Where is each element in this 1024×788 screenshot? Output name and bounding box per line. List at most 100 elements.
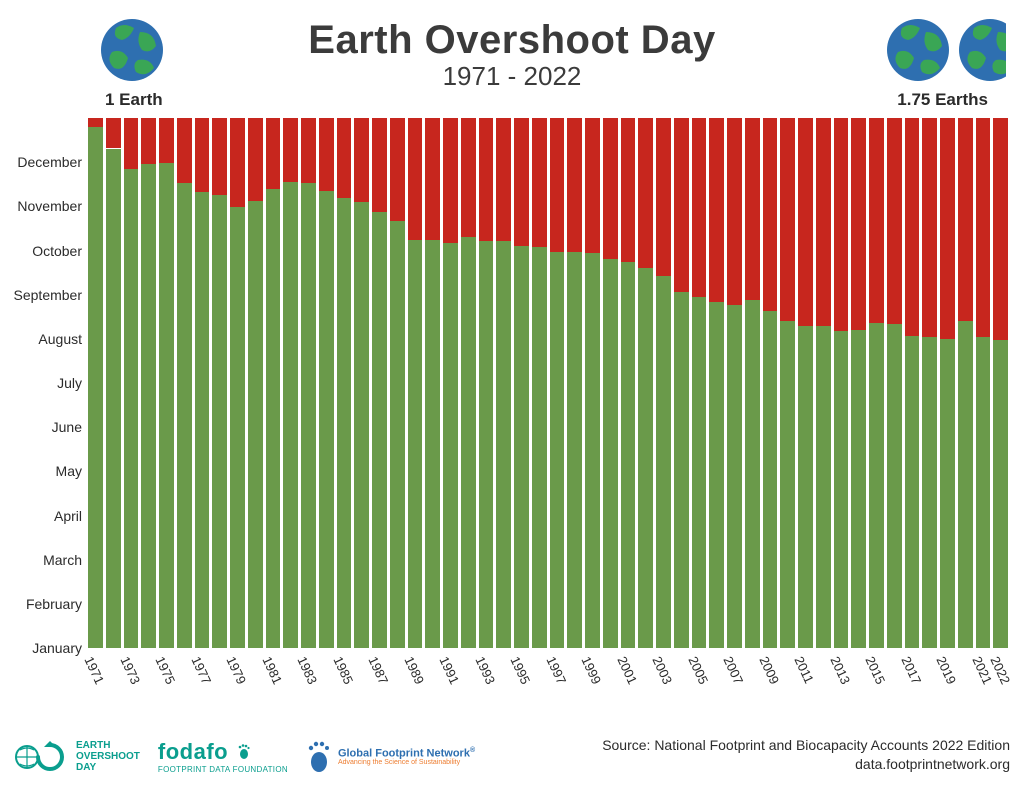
bar <box>319 118 334 648</box>
x-tick: 2003 <box>656 648 671 704</box>
bar <box>869 118 884 648</box>
bar-green-segment <box>585 253 600 648</box>
bar-green-segment <box>479 241 494 648</box>
x-tick: 1993 <box>479 648 494 704</box>
bar <box>567 118 582 648</box>
bar-green-segment <box>763 311 778 648</box>
eod-logo-text: EARTH OVERSHOOT DAY <box>76 740 140 773</box>
bar <box>461 118 476 648</box>
bar <box>976 118 991 648</box>
x-tick: 1973 <box>124 648 139 704</box>
x-tick-label: 1993 <box>472 654 498 687</box>
x-tick-label: 2003 <box>650 654 676 687</box>
x-tick: 1971 <box>88 648 103 704</box>
bar-green-segment <box>603 259 618 648</box>
x-tick-label: 1987 <box>366 654 392 687</box>
x-tick-label: 1983 <box>295 654 321 687</box>
bar <box>993 118 1008 648</box>
bar-red-segment <box>301 118 316 183</box>
bar-red-segment <box>798 118 813 326</box>
bar <box>692 118 707 648</box>
bar-red-segment <box>479 118 494 241</box>
bar-red-segment <box>674 118 689 292</box>
x-tick <box>212 648 227 704</box>
gfn-text: Global Footprint Network® Advancing the … <box>338 747 475 767</box>
bar-green-segment <box>461 237 476 648</box>
logo-earth-overshoot-day: EARTH OVERSHOOT DAY <box>14 740 140 774</box>
x-tick: 2019 <box>940 648 955 704</box>
bar-red-segment <box>585 118 600 253</box>
bar <box>301 118 316 648</box>
bar-green-segment <box>266 189 281 648</box>
x-tick: 2001 <box>621 648 636 704</box>
bar-red-segment <box>195 118 210 192</box>
bar <box>443 118 458 648</box>
bar-red-segment <box>603 118 618 259</box>
x-tick-label: 2009 <box>756 654 782 687</box>
earth-icon-left <box>100 18 164 87</box>
bar <box>656 118 671 648</box>
bar-red-segment <box>869 118 884 323</box>
bar <box>124 118 139 648</box>
bar-red-segment <box>124 118 139 169</box>
bar-green-segment <box>141 164 156 648</box>
bar-green-segment <box>408 240 423 648</box>
fodafo-foot-icon <box>235 743 253 761</box>
x-tick-label: 2013 <box>827 654 853 687</box>
bar-green-segment <box>425 240 440 648</box>
bar-red-segment <box>141 118 156 164</box>
bar-green-segment <box>283 182 298 648</box>
bar <box>248 118 263 648</box>
x-tick <box>958 648 973 704</box>
eod-line3: DAY <box>76 762 140 773</box>
bar-red-segment <box>337 118 352 198</box>
x-tick: 1991 <box>443 648 458 704</box>
bar-red-segment <box>266 118 281 189</box>
bar <box>354 118 369 648</box>
x-tick <box>709 648 724 704</box>
bar-red-segment <box>88 118 103 127</box>
bar <box>638 118 653 648</box>
x-tick <box>354 648 369 704</box>
bar-green-segment <box>159 163 174 648</box>
x-tick <box>390 648 405 704</box>
x-tick: 1995 <box>514 648 529 704</box>
x-tick: 1975 <box>159 648 174 704</box>
bar <box>177 118 192 648</box>
x-tick <box>851 648 866 704</box>
bar-red-segment <box>390 118 405 221</box>
x-tick <box>532 648 547 704</box>
bar-green-segment <box>230 207 245 648</box>
x-tick-label: 1995 <box>508 654 534 687</box>
logo-group: EARTH OVERSHOOT DAY fodafo FOOTPRINT DAT… <box>14 739 475 774</box>
bar <box>745 118 760 648</box>
x-tick-label: 1977 <box>188 654 214 687</box>
bar-red-segment <box>408 118 423 240</box>
x-tick: 1985 <box>337 648 352 704</box>
bar <box>514 118 529 648</box>
bar-green-segment <box>727 305 742 648</box>
bar-red-segment <box>514 118 529 246</box>
bar-green-segment <box>354 202 369 648</box>
bar-red-segment <box>993 118 1008 340</box>
bar-green-segment <box>993 340 1008 648</box>
x-tick <box>922 648 937 704</box>
bar <box>106 118 121 648</box>
bar <box>922 118 937 648</box>
x-tick <box>425 648 440 704</box>
y-tick-label: August <box>6 331 82 347</box>
bar-red-segment <box>372 118 387 212</box>
bar <box>159 118 174 648</box>
bar-green-segment <box>106 149 121 649</box>
bar-green-segment <box>709 302 724 648</box>
bar <box>88 118 103 648</box>
x-tick: 1989 <box>408 648 423 704</box>
bar <box>479 118 494 648</box>
x-tick: 1997 <box>550 648 565 704</box>
bar <box>763 118 778 648</box>
x-tick <box>283 648 298 704</box>
bar <box>621 118 636 648</box>
x-tick <box>248 648 263 704</box>
gfn-sub: Advancing the Science of Sustainability <box>338 759 475 766</box>
x-tick-label: 1975 <box>153 654 179 687</box>
